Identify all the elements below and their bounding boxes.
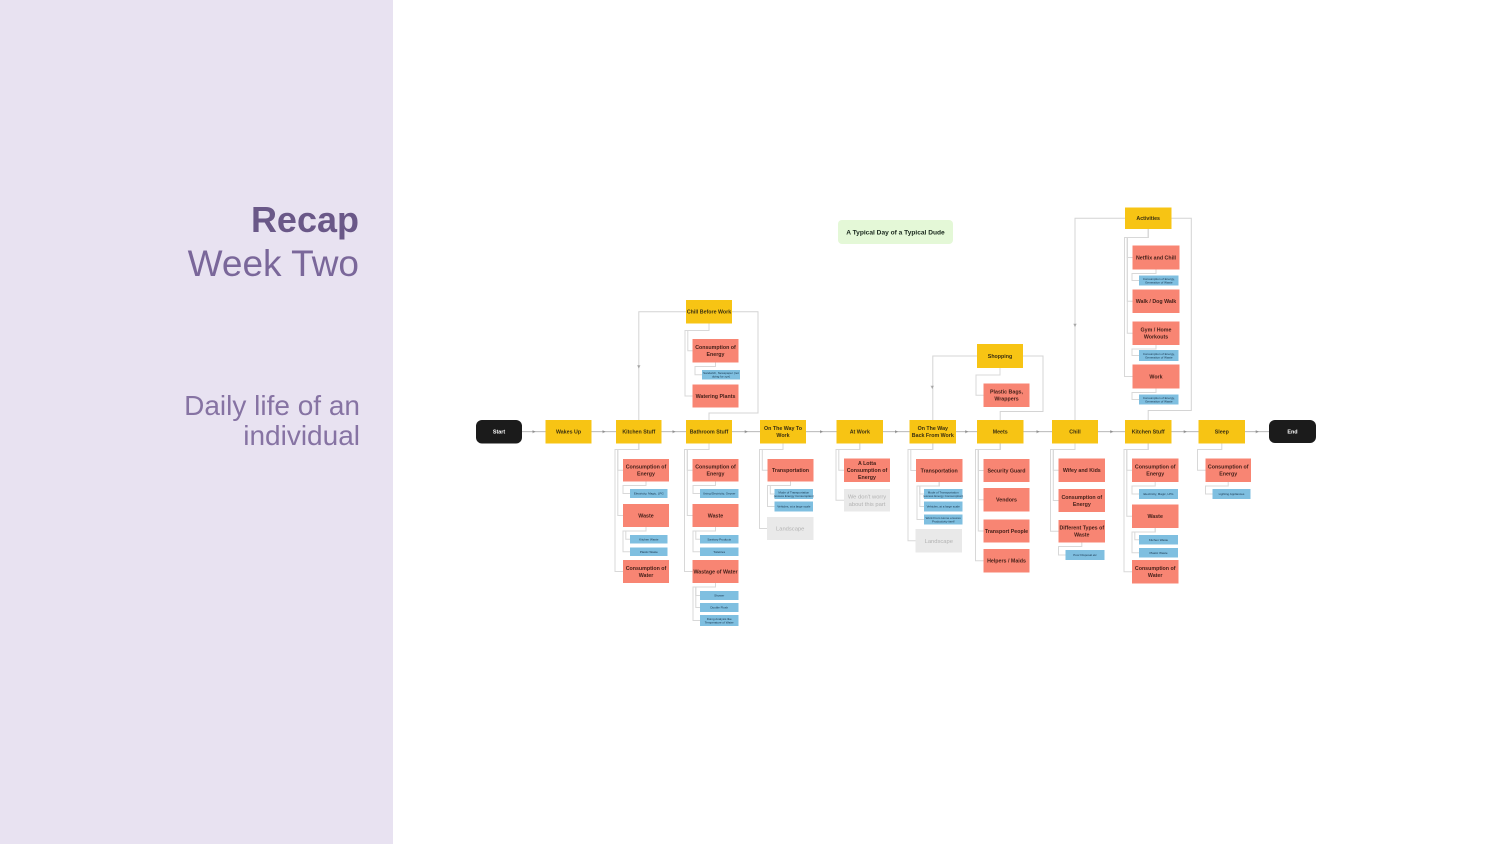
svg-text:Security Guard: Security Guard (988, 468, 1026, 474)
svg-text:Waste: Waste (1074, 533, 1089, 539)
svg-text:Vendors: Vendors (996, 498, 1017, 504)
svg-text:Consumption of: Consumption of (695, 345, 736, 351)
svg-text:Consumption of: Consumption of (1061, 495, 1102, 501)
svg-text:Transportation: Transportation (921, 468, 958, 474)
svg-text:Consumption of Energy,: Consumption of Energy, (1143, 277, 1175, 281)
svg-text:Waste: Waste (708, 513, 723, 519)
svg-text:On The Way To: On The Way To (764, 426, 803, 432)
svg-text:On The Way: On The Way (918, 426, 948, 432)
svg-text:Vehicles, at a large scale: Vehicles, at a large scale (927, 505, 961, 509)
svg-text:Generation of Waste: Generation of Waste (1145, 399, 1173, 403)
svg-text:Consumption of: Consumption of (626, 566, 667, 572)
svg-text:End: End (1287, 429, 1297, 435)
svg-text:Chill Before Work: Chill Before Work (687, 310, 731, 316)
svg-text:Energy: Energy (707, 472, 725, 478)
svg-text:Gym / Home: Gym / Home (1141, 328, 1172, 334)
svg-text:Workouts: Workouts (1144, 335, 1168, 341)
svg-text:Mode of Transportation: Mode of Transportation (928, 490, 959, 494)
svg-text:Using Electricity, Geyser: Using Electricity, Geyser (703, 492, 735, 496)
svg-text:Sanitary Products: Sanitary Products (707, 537, 731, 541)
svg-text:Generation of Waste: Generation of Waste (1145, 280, 1173, 284)
svg-text:A Lotta: A Lotta (858, 461, 876, 467)
svg-text:Consumption of: Consumption of (847, 468, 888, 474)
svg-text:Energy: Energy (637, 472, 655, 478)
svg-text:Sandwich, Newspaper (not: Sandwich, Newspaper (not (703, 371, 739, 375)
svg-text:about this part: about this part (849, 502, 886, 508)
svg-text:Consumption of: Consumption of (626, 465, 667, 471)
svg-text:Transport People: Transport People (985, 529, 1028, 535)
svg-text:At Work: At Work (850, 430, 870, 436)
svg-text:Water: Water (639, 573, 654, 579)
svg-text:Wakes Up: Wakes Up (556, 430, 582, 436)
svg-text:Start: Start (493, 430, 505, 436)
svg-text:Waste: Waste (1147, 514, 1162, 520)
svg-text:Lighting Appliances: Lighting Appliances (1219, 492, 1245, 496)
svg-text:Temperature of Water: Temperature of Water (705, 620, 734, 624)
svg-text:Landscape: Landscape (925, 539, 953, 545)
svg-text:Consumption of: Consumption of (695, 465, 736, 471)
svg-text:(excess Energy Consumption): (excess Energy Consumption) (923, 494, 963, 498)
svg-text:Wifey and Kids: Wifey and Kids (1063, 468, 1101, 474)
svg-text:Toiletries: Toiletries (713, 550, 725, 554)
svg-text:Landscape: Landscape (776, 527, 804, 533)
svg-text:Transportation: Transportation (772, 468, 809, 474)
svg-text:Plastic Bags,: Plastic Bags, (990, 390, 1024, 396)
svg-text:Meets: Meets (993, 430, 1008, 436)
svg-text:Sleep: Sleep (1215, 430, 1230, 436)
svg-text:Doing Analysis like: Doing Analysis like (707, 617, 732, 621)
svg-text:Electricity, Magic, LPG: Electricity, Magic, LPG (634, 492, 665, 496)
svg-text:Bathroom Stuff: Bathroom Stuff (690, 430, 729, 436)
svg-text:Wastage of Water: Wastage of Water (693, 569, 737, 575)
svg-text:Walk / Dog Walk: Walk / Dog Walk (1136, 299, 1177, 305)
svg-text:Consumption of: Consumption of (1135, 566, 1176, 572)
svg-text:We don't worry: We don't worry (848, 495, 886, 501)
svg-text:A Typical Day of a Typical Dud: A Typical Day of a Typical Dude (846, 229, 945, 236)
svg-text:Work From Home ensures: Work From Home ensures (926, 516, 962, 520)
svg-text:doing for xyz): doing for xyz) (712, 375, 730, 379)
svg-text:Work: Work (776, 433, 789, 439)
svg-text:Kitchen Stuff: Kitchen Stuff (622, 430, 655, 436)
svg-text:Netflix and Chill: Netflix and Chill (1136, 255, 1177, 261)
svg-text:Consumption of Energy,: Consumption of Energy, (1143, 396, 1175, 400)
svg-text:Plastic Waste: Plastic Waste (640, 550, 658, 554)
svg-text:Kitchen Waste: Kitchen Waste (1149, 538, 1169, 542)
svg-text:Vehicles, at a large scale: Vehicles, at a large scale (777, 505, 811, 509)
svg-text:Chill: Chill (1069, 430, 1081, 436)
svg-text:Kitchen Waste: Kitchen Waste (639, 537, 659, 541)
svg-text:Double Flush: Double Flush (710, 606, 728, 610)
svg-text:Work: Work (1149, 374, 1162, 380)
svg-text:Shopping: Shopping (988, 354, 1012, 360)
svg-text:Plastic Waste: Plastic Waste (1149, 551, 1167, 555)
svg-text:Generation of Waste: Generation of Waste (1145, 355, 1173, 359)
svg-text:Watering Plants: Watering Plants (696, 394, 736, 400)
svg-text:Consumption of Energy,: Consumption of Energy, (1143, 352, 1175, 356)
svg-text:Activities: Activities (1136, 216, 1160, 222)
svg-text:Water: Water (1148, 573, 1163, 579)
svg-text:Mode of Transportation: Mode of Transportation (778, 490, 809, 494)
svg-text:Energy: Energy (707, 352, 725, 358)
svg-text:(excess Energy Consumption): (excess Energy Consumption) (774, 494, 814, 498)
svg-text:Waste: Waste (638, 513, 653, 519)
svg-text:Helpers / Maids: Helpers / Maids (987, 559, 1026, 565)
svg-text:Kitchen Stuff: Kitchen Stuff (1132, 430, 1165, 436)
svg-text:Energy: Energy (1146, 472, 1164, 478)
svg-text:Energy: Energy (1073, 502, 1091, 508)
svg-text:Energy: Energy (1219, 472, 1237, 478)
svg-text:Shower: Shower (714, 594, 724, 598)
svg-text:Consumption of: Consumption of (1135, 465, 1176, 471)
svg-text:Different Types of: Different Types of (1059, 526, 1104, 532)
svg-text:Electricity, Magic, LPG: Electricity, Magic, LPG (1144, 492, 1175, 496)
svg-text:Productivity itself: Productivity itself (932, 519, 955, 523)
svg-text:Poor Disposal etc: Poor Disposal etc (1073, 553, 1097, 557)
svg-text:Consumption of: Consumption of (1208, 465, 1249, 471)
svg-text:Back From Work: Back From Work (912, 433, 954, 439)
svg-text:Wrappers: Wrappers (994, 397, 1018, 403)
svg-text:Energy: Energy (858, 475, 876, 481)
